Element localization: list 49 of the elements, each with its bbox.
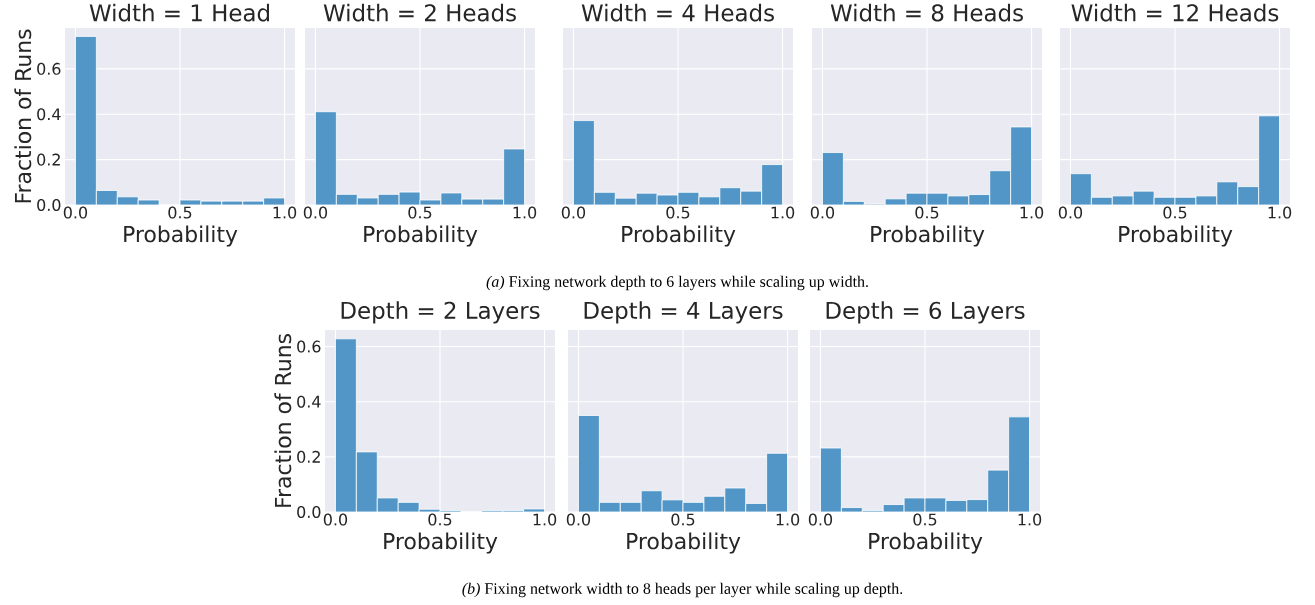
- x-axis-title: Probability: [124, 225, 238, 247]
- x-tick-label: 0.5: [666, 206, 690, 219]
- x-tick-label: 1.0: [273, 206, 297, 219]
- y-tick-label: 0.2: [37, 153, 60, 166]
- chart-title: Width = 4 Heads: [581, 3, 774, 22]
- x-axis-title: Probability: [622, 225, 736, 247]
- x-tick-label: 1.0: [776, 513, 800, 526]
- x-tick-label: 1.0: [1268, 206, 1292, 219]
- text: (a) Fixing network depth to 6 layers while scaling up width.: [486, 275, 868, 291]
- x-axis-title: Probability: [1119, 225, 1233, 247]
- x-tick-label: 1.0: [513, 206, 537, 219]
- x-tick-label: 0.5: [408, 206, 432, 219]
- y-axis-title: Fraction of Runs: [14, 29, 32, 203]
- x-tick-label: 1.0: [1020, 206, 1044, 219]
- chart-title: Width = 1 Head: [89, 3, 269, 22]
- x-tick-label: 0.0: [808, 513, 833, 526]
- x-tick-label: 1.0: [771, 206, 795, 219]
- chart-title: Depth = 6 Layers: [826, 301, 1025, 324]
- x-tick-label: 0.0: [810, 206, 835, 219]
- chart-title: Width = 2 Heads: [323, 3, 516, 22]
- x-tick-label: 0.5: [913, 513, 937, 526]
- x-tick-label: 0.5: [168, 206, 192, 219]
- chart-title: Width = 8 Heads: [830, 3, 1023, 22]
- x-tick-label: 0.0: [323, 513, 348, 526]
- x-tick-label: 1.0: [533, 513, 557, 526]
- x-tick-label: 0.5: [1163, 206, 1187, 219]
- text: (b) Fixing network width to 8 heads per layer while scaling up depth.: [462, 582, 903, 598]
- x-tick-label: 1.0: [1018, 513, 1042, 526]
- x-axis-title: Probability: [869, 532, 983, 554]
- x-axis-title: Probability: [627, 532, 741, 554]
- y-tick-label: 0.4: [297, 395, 321, 408]
- x-axis-title: Probability: [384, 532, 498, 554]
- x-axis-title: Probability: [364, 225, 478, 247]
- y-tick-label: 0.6: [37, 62, 61, 75]
- x-tick-label: 0.0: [63, 206, 88, 219]
- y-tick-label: 0.4: [37, 108, 61, 121]
- y-tick-label: 0.6: [297, 340, 321, 353]
- chart-title: Depth = 2 Layers: [341, 301, 540, 324]
- x-tick-label: 0.0: [561, 206, 586, 219]
- chart-title: Width = 12 Heads: [1071, 3, 1279, 22]
- x-tick-label: 0.0: [1058, 206, 1083, 219]
- x-tick-label: 0.0: [566, 513, 591, 526]
- y-tick-label: 0.2: [297, 450, 320, 463]
- y-axis-title: Fraction of Runs: [274, 334, 292, 507]
- x-tick-label: 0.5: [915, 206, 939, 219]
- x-axis-title: Probability: [871, 225, 985, 247]
- x-tick-label: 0.5: [428, 513, 452, 526]
- chart-title: Depth = 4 Layers: [584, 301, 783, 324]
- x-tick-label: 0.5: [671, 513, 695, 526]
